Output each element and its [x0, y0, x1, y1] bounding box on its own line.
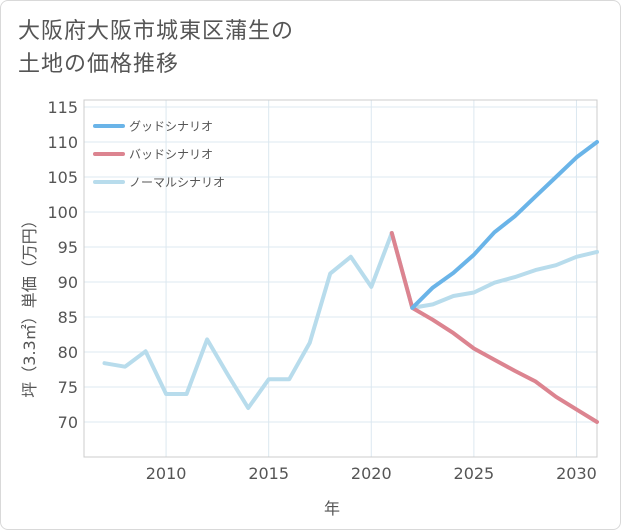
legend-label: バッドシナリオ	[129, 148, 213, 162]
y-tick-labels: 70 75 80 85 90 95 100 105 110 115	[47, 98, 78, 432]
x-tick-label: 2015	[248, 464, 289, 483]
y-tick-label: 70	[58, 413, 78, 432]
chart-title-line-2: 土地の価格推移	[18, 52, 180, 77]
y-tick-label: 115	[47, 98, 78, 117]
chart-title: 大阪府大阪市城東区蒲生の 土地の価格推移	[18, 15, 438, 81]
series-line-good	[410, 140, 599, 310]
y-tick-label: 110	[47, 133, 78, 152]
x-tick-label: 2020	[351, 464, 392, 483]
x-axis-label: 年	[324, 499, 340, 518]
plot-frame	[83, 99, 598, 458]
y-tick-label: 100	[47, 203, 78, 222]
y-tick-label: 95	[58, 238, 78, 257]
y-axis-label: 坪（3.3㎡）単価（万円）	[20, 212, 39, 397]
x-tick-label: 2030	[556, 464, 597, 483]
y-tick-label: 85	[58, 308, 78, 327]
y-tick-label: 90	[58, 273, 78, 292]
series-line-normal	[102, 231, 599, 410]
y-tick-label: 80	[58, 343, 78, 362]
chart-title-line-1: 大阪府大阪市城東区蒲生の	[18, 19, 295, 44]
x-tick-label: 2025	[454, 464, 495, 483]
y-tick-label: 75	[58, 378, 78, 397]
y-tick-label: 105	[47, 168, 78, 187]
x-tick-label: 2010	[146, 464, 187, 483]
series-group	[102, 140, 599, 424]
x-tick-labels: 2010 2015 2020 2025 2030	[146, 464, 597, 483]
legend-label: ノーマルシナリオ	[129, 176, 225, 190]
series-line-bad	[389, 231, 599, 424]
legend-label: グッドシナリオ	[129, 120, 213, 134]
